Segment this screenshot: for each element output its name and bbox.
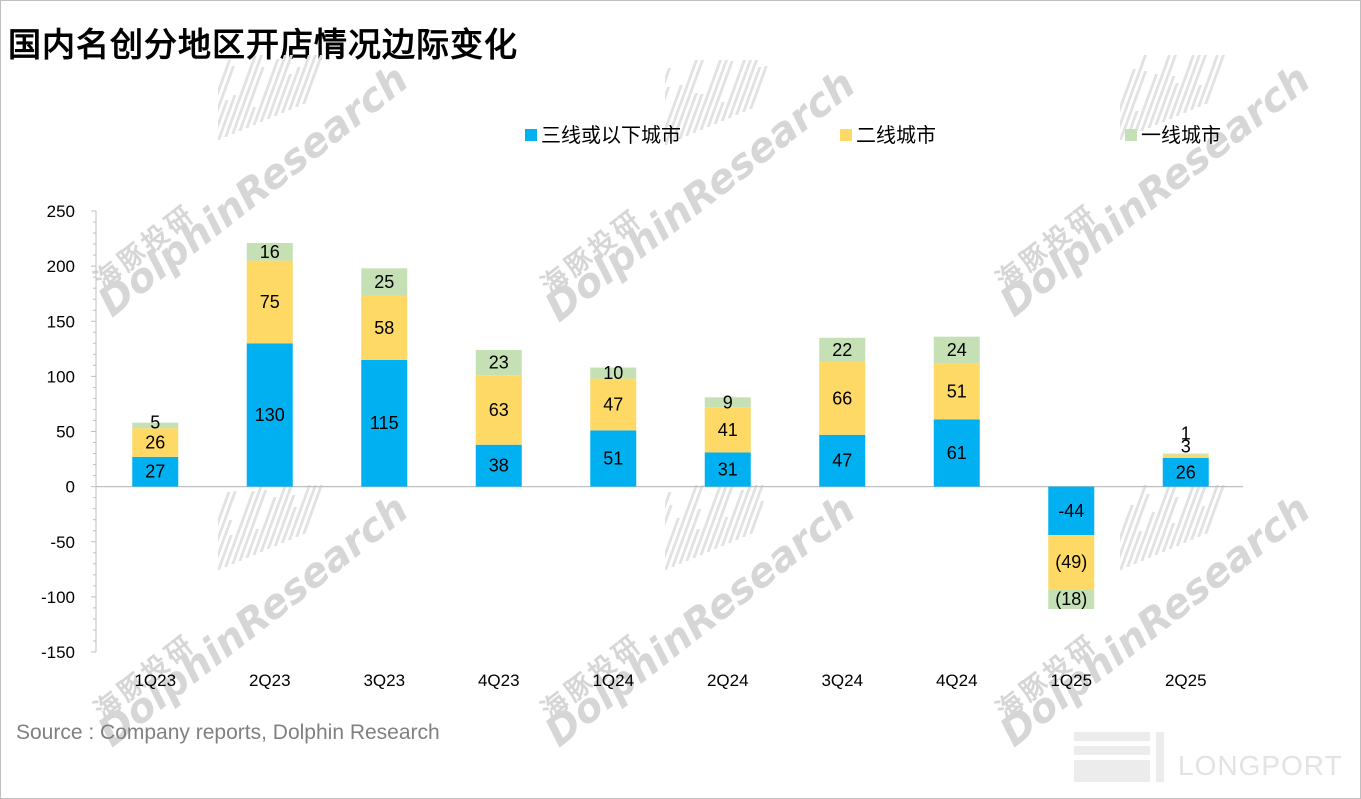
data-label: 115 <box>370 413 399 433</box>
y-tick-label: 100 <box>47 367 75 386</box>
bar-segment-tier3 <box>1048 486 1095 536</box>
data-label: 3 <box>1181 437 1191 457</box>
bar-segment-tier2 <box>132 428 179 457</box>
bar-segment-tier1 <box>132 422 179 429</box>
bar-segment-tier2 <box>933 363 980 420</box>
data-label: 47 <box>832 451 852 471</box>
y-tick-label: 150 <box>47 312 75 331</box>
bar-segment-tier1 <box>819 337 866 363</box>
data-label: 47 <box>603 394 623 414</box>
bar-segment-tier2 <box>1048 535 1095 590</box>
bar-segment-tier2 <box>590 378 637 431</box>
bar-segment-tier3 <box>933 419 980 487</box>
bar-segment-tier2 <box>704 407 751 453</box>
data-label: 61 <box>947 443 967 463</box>
bar-segment-tier2 <box>361 295 408 360</box>
bar-segment-tier3 <box>475 444 522 487</box>
bar-segment-tier1 <box>246 242 293 261</box>
bar-segment-tier3 <box>1162 457 1209 487</box>
bar-segment-tier1 <box>933 336 980 364</box>
bar-segment-tier1 <box>590 367 637 379</box>
x-tick-label: 1Q25 <box>1050 671 1092 690</box>
x-tick-label: 1Q24 <box>592 671 634 690</box>
data-label: 1 <box>1181 424 1191 444</box>
data-label: 51 <box>603 449 623 469</box>
data-label: 38 <box>489 456 509 476</box>
bar-segment-tier3 <box>361 359 408 487</box>
data-label: 5 <box>150 413 160 433</box>
longport-logo: LONGPORT <box>1074 732 1349 784</box>
y-tick-label: -150 <box>41 643 75 662</box>
data-label: 66 <box>832 388 852 408</box>
source-note: Source : Company reports, Dolphin Resear… <box>16 721 440 744</box>
data-label: 41 <box>718 420 738 440</box>
legend-label: 一线城市 <box>1141 123 1221 147</box>
data-label: 22 <box>832 340 852 360</box>
bar-segment-tier1 <box>361 268 408 296</box>
data-label: 51 <box>947 381 967 401</box>
data-label: 24 <box>947 340 967 360</box>
data-label: 23 <box>489 353 509 373</box>
y-tick-label: -100 <box>41 588 75 607</box>
legend-label: 二线城市 <box>856 123 936 147</box>
bar-segment-tier1 <box>1162 453 1209 455</box>
bar-segment-tier2 <box>246 260 293 344</box>
data-label: 63 <box>489 400 509 420</box>
x-tick-label: 4Q24 <box>936 671 978 690</box>
data-label: (49) <box>1055 552 1087 572</box>
x-tick-label: 2Q25 <box>1165 671 1207 690</box>
y-tick-label: 200 <box>47 257 75 276</box>
data-label: 27 <box>145 462 165 482</box>
y-tick-label: 50 <box>56 423 75 442</box>
data-label: 75 <box>260 292 280 312</box>
data-label: -44 <box>1058 501 1084 521</box>
bar-segment-tier3 <box>819 434 866 487</box>
x-tick-label: 2Q24 <box>707 671 749 690</box>
longport-logo-text: LONGPORT <box>1178 750 1343 781</box>
data-label: 130 <box>255 405 285 425</box>
legend-swatch-tier1 <box>1125 129 1137 141</box>
legend-swatch-tier3 <box>525 129 537 141</box>
bar-segment-tier2 <box>819 362 866 435</box>
bar-segment-tier1 <box>1048 589 1095 610</box>
data-label: 9 <box>723 392 733 412</box>
bar-segment-tier2 <box>475 375 522 445</box>
bar-segment-tier1 <box>704 397 751 408</box>
data-label: 16 <box>260 242 280 262</box>
data-label: 26 <box>145 433 165 453</box>
data-label: 58 <box>374 318 394 338</box>
data-label: 26 <box>1176 462 1196 482</box>
legend-label: 三线或以下城市 <box>541 123 681 147</box>
data-label: 25 <box>374 272 394 292</box>
y-tick-label: -50 <box>50 533 75 552</box>
bar-segment-tier1 <box>475 349 522 376</box>
bar-segment-tier3 <box>246 343 293 487</box>
bar-segment-tier3 <box>590 430 637 487</box>
x-tick-label: 2Q23 <box>249 671 291 690</box>
x-tick-label: 4Q23 <box>478 671 520 690</box>
data-label: 31 <box>718 460 738 480</box>
x-tick-label: 3Q24 <box>821 671 863 690</box>
legend-swatch-tier2 <box>840 129 852 141</box>
data-label: (18) <box>1055 589 1087 609</box>
x-tick-label: 1Q23 <box>134 671 176 690</box>
y-tick-label: 250 <box>47 202 75 221</box>
x-tick-label: 3Q23 <box>363 671 405 690</box>
bar-segment-tier2 <box>1162 454 1209 458</box>
bar-segment-tier3 <box>132 456 179 487</box>
bar-segment-tier3 <box>704 452 751 487</box>
y-tick-label: 0 <box>66 478 75 497</box>
data-label: 10 <box>603 363 623 383</box>
